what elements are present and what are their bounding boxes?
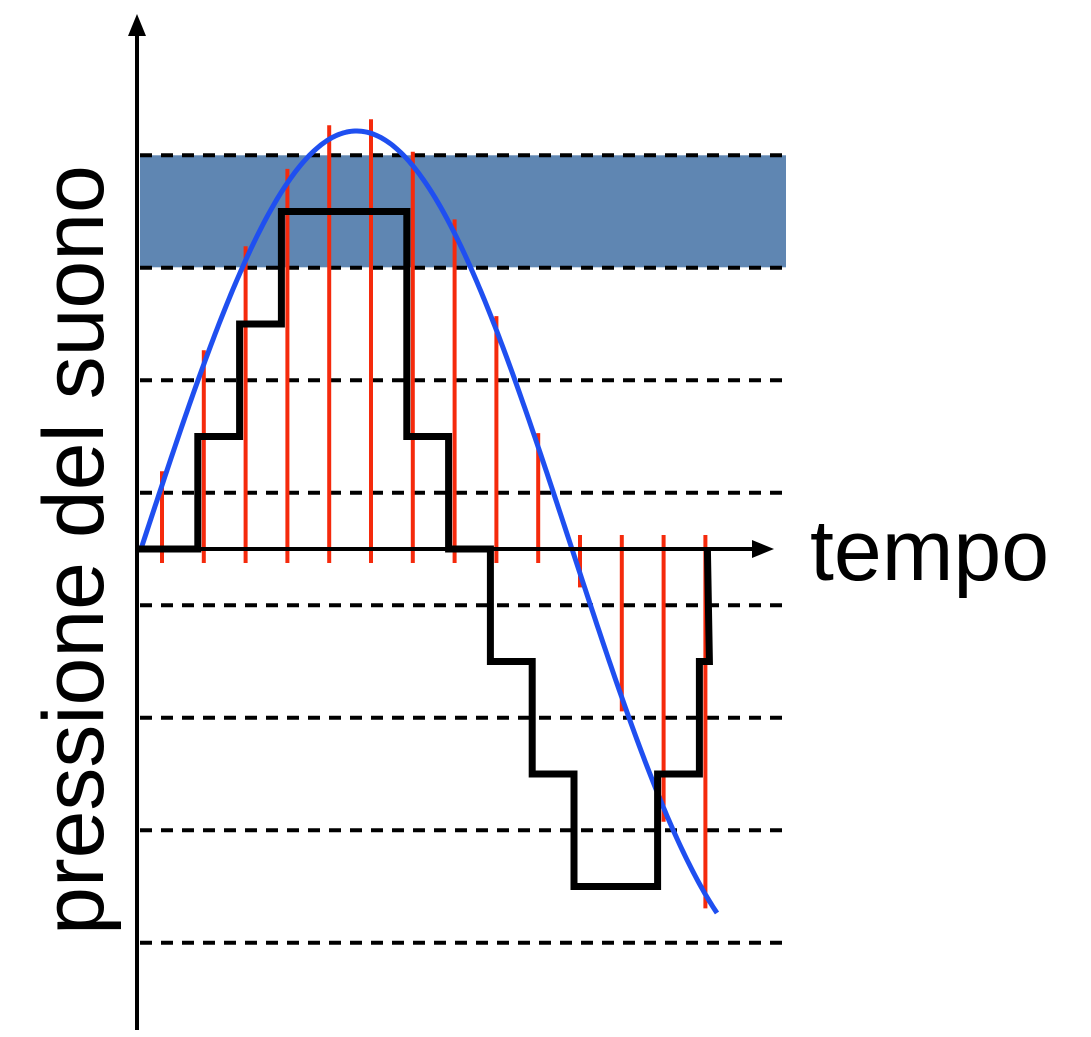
axes xyxy=(128,14,774,1030)
x-axis-arrowhead xyxy=(752,540,774,558)
y-axis-label: pressione del suono xyxy=(26,165,122,935)
analog-signal-curve xyxy=(138,128,720,915)
x-axis-label: tempo xyxy=(810,503,1049,599)
y-axis-arrowhead xyxy=(128,14,146,36)
quantization-level-lines xyxy=(140,153,786,945)
